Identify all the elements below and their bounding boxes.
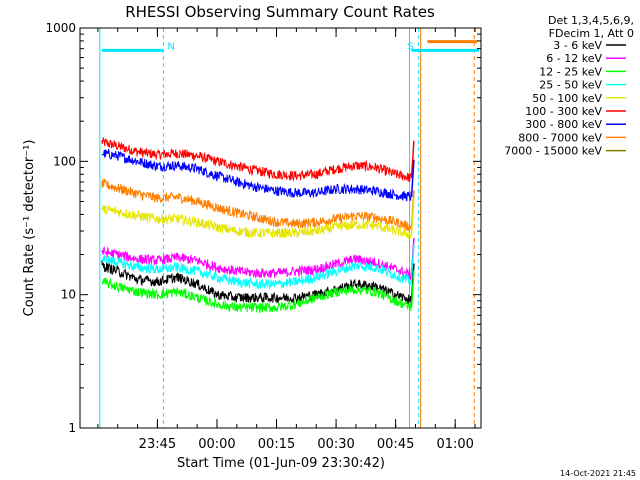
legend-label: 800 - 7000 keV — [518, 131, 602, 144]
x-axis-label: Start Time (01-Jun-09 23:30:42) — [177, 456, 385, 471]
plot-frame — [79, 27, 482, 429]
x-tick-label: 00:15 — [258, 437, 295, 452]
x-tick-label: 00:45 — [377, 437, 414, 452]
y-tick-label: 10 — [61, 288, 76, 302]
flag-label-n: N — [167, 41, 174, 52]
y-tick-label: 100 — [53, 154, 76, 168]
series-line-2 — [101, 277, 412, 314]
legend-label: 6 - 12 keV — [546, 52, 602, 65]
flag-label-s: S — [408, 41, 414, 52]
legend-label: 7000 - 15000 keV — [504, 145, 602, 158]
legend-label: 50 - 100 keV — [532, 92, 602, 105]
series-rise-6 — [410, 159, 415, 198]
x-tick-label: 23:45 — [139, 437, 176, 452]
series-line-4 — [101, 204, 412, 240]
chart-title: RHESSI Observing Summary Count Rates — [125, 3, 435, 21]
y-tick-label: 1 — [68, 421, 76, 435]
generation-timestamp: 14-Oct-2021 21:45 — [560, 469, 636, 478]
legend-label: 25 - 50 keV — [539, 79, 602, 92]
x-tick-label: 01:00 — [436, 437, 473, 452]
series-line-6 — [101, 148, 412, 202]
legend-header-line-2: FDecim 1, Att 0 — [548, 27, 634, 40]
y-tick-label: 1000 — [45, 21, 76, 35]
series-line-3 — [101, 254, 412, 290]
legend-label: 3 - 6 keV — [553, 39, 602, 52]
legend-header-line-1: Det 1,3,4,5,6,9, — [547, 14, 634, 27]
legend-label: 300 - 800 keV — [525, 118, 602, 131]
legend-label: 12 - 25 keV — [539, 65, 602, 78]
legend-header: Det 1,3,4,5,6,9, FDecim 1, Att 0 — [464, 14, 634, 40]
series-line-1 — [101, 246, 412, 282]
y-axis-label: Count Rate (s⁻¹ detector⁻¹) — [22, 140, 37, 317]
legend-label: 100 - 300 keV — [525, 105, 602, 118]
x-tick-label: 00:30 — [317, 437, 354, 452]
x-tick-label: 00:00 — [198, 437, 235, 452]
axes-layer: 1 10 100 1000 23:45 00:00 00:15 00:30 00:45 01:00 — [45, 21, 482, 452]
series-rise-5 — [410, 140, 415, 179]
series-rise-2 — [410, 270, 415, 308]
series-line-7 — [101, 178, 412, 232]
series-rise-4 — [410, 197, 415, 236]
series-rise-3 — [410, 244, 415, 282]
series-line-0 — [101, 260, 412, 306]
series-line-5 — [101, 137, 412, 182]
